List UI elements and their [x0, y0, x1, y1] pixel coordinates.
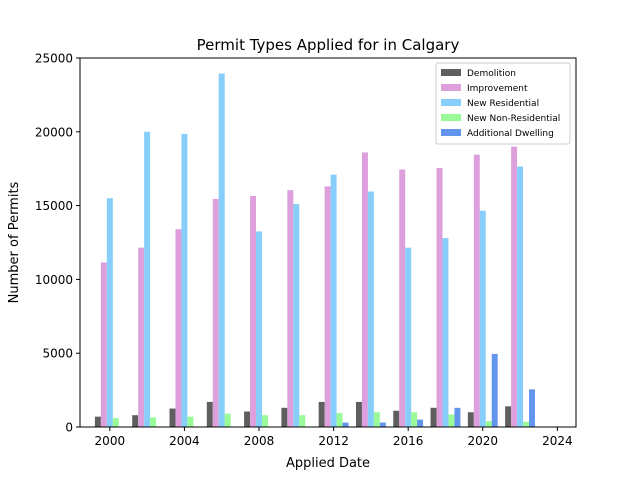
x-tick-label: 2008: [244, 434, 275, 448]
bar-improvement-2022: [511, 146, 518, 427]
bar-demolition-2004: [169, 408, 176, 427]
bar-improvement-2012: [324, 186, 331, 427]
bar-improvement-2018: [436, 167, 443, 427]
bar-new-residential-2022: [517, 166, 524, 428]
bar-new-non-residential-2006: [224, 413, 231, 427]
bar-new-residential-2002: [144, 131, 151, 428]
legend-swatch-new-non-residential: [441, 114, 461, 121]
bar-new-residential-2010: [293, 204, 300, 427]
legend: Demolition Improvement New Residential New …: [435, 62, 571, 145]
bar-new-non-residential-2018: [448, 414, 455, 427]
bar-new-non-residential-2022: [523, 421, 530, 427]
bar-improvement-2008: [250, 196, 257, 427]
bar-new-non-residential-2016: [411, 412, 418, 427]
bar-demolition-2010: [281, 407, 288, 427]
bar-additional-dwelling-2014: [379, 422, 386, 427]
bar-demolition-2006: [206, 401, 213, 427]
bar-additional-dwelling-2012: [342, 422, 349, 427]
bar-new-residential-2012: [330, 174, 337, 427]
bar-demolition-2018: [430, 407, 437, 427]
bar-new-non-residential-2014: [373, 412, 380, 427]
y-axis-label: Number of Permits: [7, 181, 22, 303]
y-axis: 0 5000 10000 15000 20000 25000: [35, 52, 80, 435]
bar-improvement-2010: [287, 190, 294, 427]
bar-improvement-2000: [100, 262, 107, 427]
bar-demolition-2014: [355, 401, 362, 427]
bar-new-residential-2018: [442, 238, 449, 427]
bar-new-residential-2020: [479, 210, 486, 427]
legend-label-new-residential: New Residential: [467, 99, 539, 109]
legend-label-improvement: Improvement: [467, 84, 528, 94]
bar-new-non-residential-2020: [485, 421, 492, 427]
bar-demolition-2008: [244, 411, 251, 427]
bar-new-non-residential-2004: [187, 416, 194, 427]
y-tick-label: 0: [65, 421, 73, 435]
bar-new-residential-2000: [106, 198, 113, 427]
bar-new-residential-2006: [218, 73, 225, 427]
bar-demolition-2022: [505, 406, 512, 427]
x-tick-label: 2016: [393, 434, 424, 448]
bar-new-non-residential-2012: [336, 412, 343, 427]
y-tick-label: 25000: [35, 52, 73, 66]
y-tick-label: 10000: [35, 273, 73, 287]
bar-improvement-2016: [399, 169, 406, 427]
x-tick-label: 2020: [467, 434, 498, 448]
bar-additional-dwelling-2022: [529, 389, 535, 427]
x-axis: 2000 2004 2008 2012 2016 2020 2024: [95, 427, 573, 448]
legend-swatch-additional-dwelling: [441, 129, 461, 136]
bar-demolition-2020: [467, 412, 474, 427]
bar-additional-dwelling-2018: [454, 407, 461, 427]
bar-improvement-2002: [138, 247, 145, 427]
bar-new-non-residential-2008: [261, 415, 268, 427]
bar-additional-dwelling-2016: [417, 419, 424, 427]
legend-label-new-non-residential: New Non-Residential: [467, 114, 560, 124]
x-tick-label: 2000: [95, 434, 126, 448]
bar-improvement-2006: [212, 198, 219, 427]
bar-additional-dwelling-2020: [491, 353, 498, 427]
plot-frame: [79, 57, 577, 428]
bar-new-residential-2008: [256, 231, 262, 427]
bars-layer: [94, 73, 535, 428]
y-tick-label: 15000: [35, 199, 73, 213]
bar-new-residential-2004: [181, 134, 188, 427]
bar-new-non-residential-2010: [299, 415, 306, 427]
bar-improvement-2004: [175, 229, 182, 427]
y-tick-label: 5000: [42, 347, 73, 361]
bar-new-non-residential-2002: [150, 417, 157, 427]
legend-frame: [435, 62, 571, 145]
bar-demolition-2002: [132, 415, 139, 427]
bar-new-residential-2014: [367, 191, 374, 427]
bar-improvement-2020: [473, 154, 480, 427]
bar-demolition-2000: [94, 416, 101, 427]
bar-demolition-2012: [318, 401, 325, 427]
legend-label-demolition: Demolition: [467, 69, 516, 79]
bar-new-residential-2016: [405, 247, 412, 427]
x-tick-label: 2012: [318, 434, 349, 448]
chart-title: Permit Types Applied for in Calgary: [197, 36, 460, 54]
x-tick-label: 2024: [542, 434, 573, 448]
legend-label-additional-dwelling: Additional Dwelling: [467, 129, 554, 139]
legend-swatch-new-residential: [441, 99, 461, 106]
x-axis-label: Applied Date: [286, 456, 370, 471]
legend-swatch-improvement: [441, 84, 461, 91]
y-tick-label: 20000: [35, 125, 73, 139]
bar-new-non-residential-2000: [112, 418, 119, 427]
legend-swatch-demolition: [441, 69, 461, 76]
bar-improvement-2014: [361, 152, 368, 427]
bar-demolition-2016: [393, 410, 400, 427]
x-tick-label: 2004: [169, 434, 200, 448]
